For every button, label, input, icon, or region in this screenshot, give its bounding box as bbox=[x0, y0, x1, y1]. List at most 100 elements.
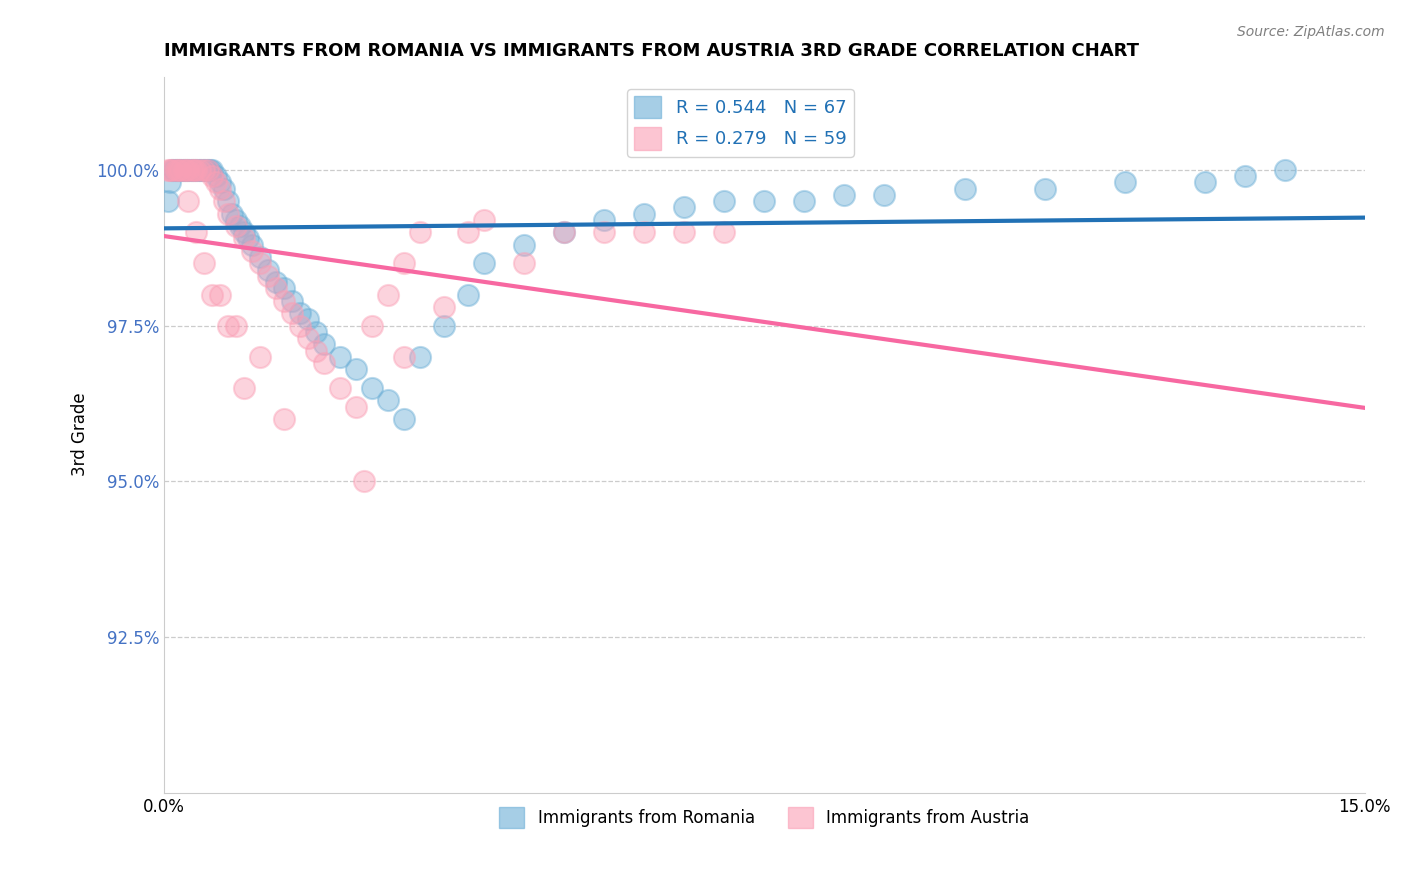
Point bbox=[212, 182, 235, 196]
Point bbox=[1274, 163, 1296, 178]
Point bbox=[193, 163, 215, 178]
Point bbox=[377, 393, 399, 408]
Point bbox=[177, 163, 200, 178]
Point bbox=[225, 212, 247, 227]
Point bbox=[281, 306, 304, 320]
Text: Source: ZipAtlas.com: Source: ZipAtlas.com bbox=[1237, 25, 1385, 39]
Point bbox=[209, 176, 232, 190]
Point bbox=[173, 163, 195, 178]
Point bbox=[593, 212, 616, 227]
Point bbox=[194, 163, 217, 178]
Point bbox=[249, 256, 271, 270]
Point bbox=[673, 200, 696, 214]
Point bbox=[169, 163, 191, 178]
Point bbox=[191, 163, 214, 178]
Point bbox=[361, 381, 384, 395]
Point bbox=[264, 275, 287, 289]
Point bbox=[225, 318, 247, 333]
Point bbox=[344, 400, 367, 414]
Point bbox=[633, 206, 655, 220]
Point bbox=[793, 194, 815, 208]
Point bbox=[160, 163, 183, 178]
Point bbox=[713, 225, 735, 239]
Point bbox=[240, 237, 263, 252]
Point bbox=[257, 262, 280, 277]
Point bbox=[273, 412, 295, 426]
Point bbox=[177, 194, 200, 208]
Point bbox=[181, 163, 204, 178]
Point bbox=[197, 163, 219, 178]
Point bbox=[184, 163, 207, 178]
Point bbox=[834, 187, 856, 202]
Point bbox=[184, 225, 207, 239]
Point bbox=[157, 163, 180, 178]
Point bbox=[953, 182, 976, 196]
Point bbox=[179, 163, 201, 178]
Point bbox=[288, 318, 311, 333]
Point bbox=[183, 163, 205, 178]
Point bbox=[209, 182, 232, 196]
Point bbox=[409, 225, 432, 239]
Point bbox=[176, 163, 198, 178]
Point bbox=[1033, 182, 1056, 196]
Point bbox=[205, 169, 228, 184]
Point bbox=[160, 163, 183, 178]
Point bbox=[163, 163, 186, 178]
Point bbox=[187, 163, 209, 178]
Point bbox=[236, 231, 259, 245]
Point bbox=[513, 256, 536, 270]
Point bbox=[392, 256, 415, 270]
Point bbox=[288, 306, 311, 320]
Point bbox=[181, 163, 204, 178]
Point bbox=[457, 287, 479, 301]
Text: IMMIGRANTS FROM ROMANIA VS IMMIGRANTS FROM AUSTRIA 3RD GRADE CORRELATION CHART: IMMIGRANTS FROM ROMANIA VS IMMIGRANTS FR… bbox=[165, 42, 1139, 60]
Point bbox=[176, 163, 198, 178]
Point bbox=[433, 318, 456, 333]
Point bbox=[167, 163, 190, 178]
Point bbox=[229, 219, 252, 233]
Point bbox=[217, 318, 239, 333]
Point bbox=[183, 163, 205, 178]
Point bbox=[249, 250, 271, 264]
Point bbox=[409, 350, 432, 364]
Point bbox=[553, 225, 575, 239]
Point bbox=[169, 163, 191, 178]
Point bbox=[188, 163, 211, 178]
Point bbox=[273, 293, 295, 308]
Point bbox=[314, 356, 336, 370]
Point bbox=[170, 163, 193, 178]
Point bbox=[233, 381, 256, 395]
Point bbox=[329, 350, 352, 364]
Point bbox=[193, 256, 215, 270]
Point bbox=[159, 176, 181, 190]
Point bbox=[159, 163, 181, 178]
Point bbox=[173, 163, 195, 178]
Point bbox=[157, 194, 180, 208]
Legend: Immigrants from Romania, Immigrants from Austria: Immigrants from Romania, Immigrants from… bbox=[492, 801, 1036, 834]
Point bbox=[377, 287, 399, 301]
Point bbox=[305, 325, 328, 339]
Point bbox=[281, 293, 304, 308]
Point bbox=[329, 381, 352, 395]
Point bbox=[673, 225, 696, 239]
Point bbox=[273, 281, 295, 295]
Point bbox=[193, 163, 215, 178]
Point bbox=[217, 194, 239, 208]
Point bbox=[513, 237, 536, 252]
Point bbox=[633, 225, 655, 239]
Point bbox=[177, 163, 200, 178]
Point bbox=[184, 163, 207, 178]
Point bbox=[201, 287, 224, 301]
Point bbox=[314, 337, 336, 351]
Point bbox=[713, 194, 735, 208]
Point bbox=[197, 163, 219, 178]
Point bbox=[233, 231, 256, 245]
Point bbox=[249, 350, 271, 364]
Point bbox=[353, 475, 375, 489]
Point bbox=[553, 225, 575, 239]
Point bbox=[1114, 176, 1136, 190]
Point bbox=[392, 350, 415, 364]
Point bbox=[297, 312, 319, 326]
Point bbox=[240, 244, 263, 258]
Point bbox=[201, 163, 224, 178]
